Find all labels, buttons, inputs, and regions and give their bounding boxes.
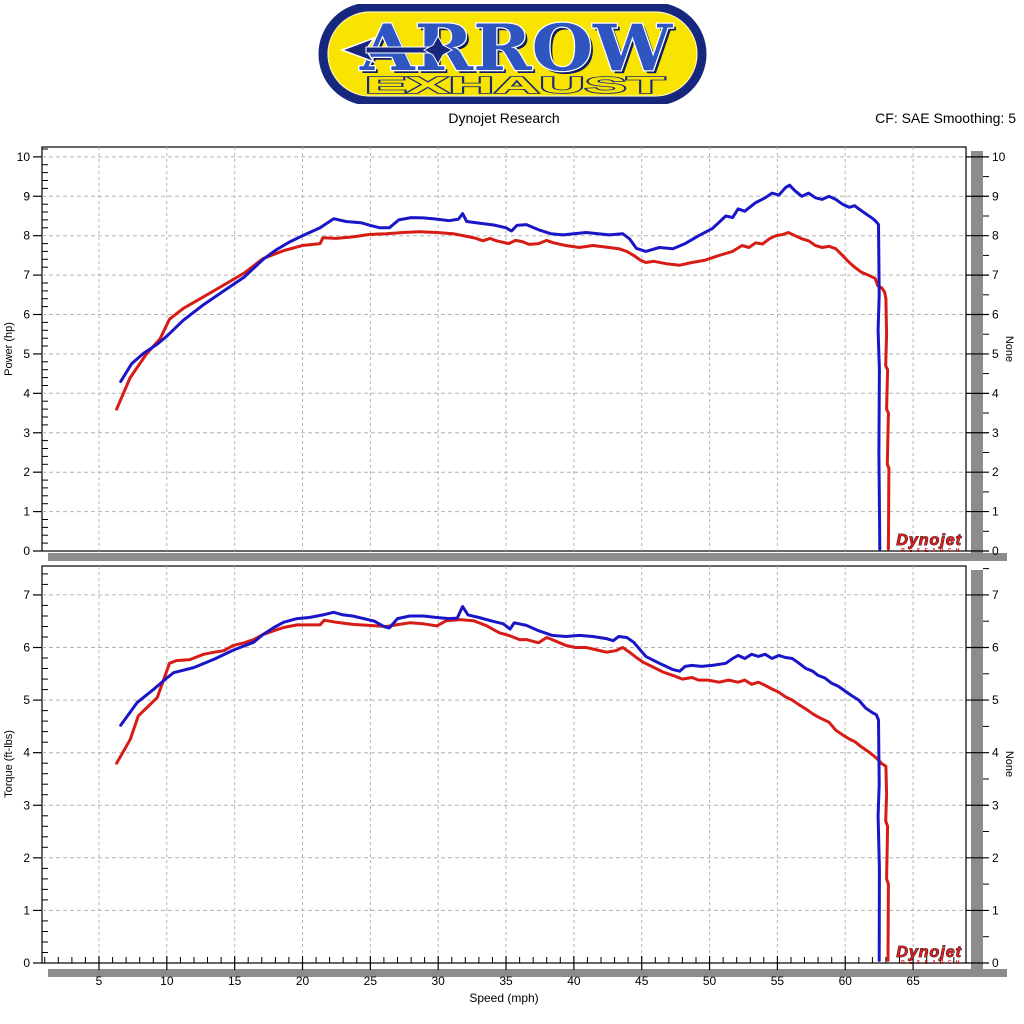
x-tick-label: 40 xyxy=(567,974,581,988)
dynojet-watermark-name: Dynojet xyxy=(896,944,962,961)
torque-curves xyxy=(115,605,890,962)
plot-border xyxy=(41,146,967,552)
dynojet-watermark-sub: R E S E A R C H xyxy=(901,548,961,554)
dynojet-watermark-sub: R E S E A R C H xyxy=(901,960,961,966)
x-tick-label: 10 xyxy=(160,974,174,988)
x-tick-label: 50 xyxy=(703,974,717,988)
logo-oval xyxy=(318,4,707,104)
report-title: Dynojet Research xyxy=(448,110,560,126)
y-tick-label: 2 xyxy=(23,851,30,865)
power-y-axis-title: Power (hp) xyxy=(3,322,15,376)
y-tick-label: 0 xyxy=(23,544,30,558)
y-tick-label: 7 xyxy=(23,588,30,602)
x-tick-label: 60 xyxy=(839,974,853,988)
y-right-tick-label: 3 xyxy=(992,798,999,812)
y-right-tick-label: 6 xyxy=(992,641,999,655)
x-axis-title: Speed (mph) xyxy=(469,991,538,1005)
y-right-tick-label: 5 xyxy=(992,693,999,707)
y-tick-label: 5 xyxy=(23,347,30,361)
x-tick-label: 55 xyxy=(771,974,785,988)
power-curve-blue-run xyxy=(119,183,882,551)
plot-border xyxy=(41,565,967,964)
y-right-tick-label: 2 xyxy=(992,465,999,479)
y-tick-label: 2 xyxy=(23,465,30,479)
logo-subword: EXHAUST xyxy=(365,72,665,98)
y-right-tick-label: 10 xyxy=(992,150,1006,164)
y-right-tick-label: 6 xyxy=(992,308,999,322)
y-tick-label: 0 xyxy=(23,956,30,970)
power-curves xyxy=(115,183,891,551)
power-chart: 0 1 2 3 4 5 6 7 8 9 10 0 1 2 3 4 5 6 7 8 9 10 Dynojet R E S E… xyxy=(3,146,1015,561)
y-tick-label: 9 xyxy=(23,189,30,203)
y-right-tick-label: 8 xyxy=(992,229,999,243)
y-tick-label: 6 xyxy=(23,641,30,655)
y-tick-label: 1 xyxy=(23,505,30,519)
power-right-axis-title: None xyxy=(1003,336,1015,362)
x-tick-label: 45 xyxy=(635,974,649,988)
power-curve-red-run xyxy=(115,230,891,551)
y-right-tick-label: 1 xyxy=(992,903,999,917)
x-tick-label: 20 xyxy=(296,974,310,988)
y-right-tick-label: 1 xyxy=(992,505,999,519)
y-right-tick-label: 4 xyxy=(992,746,999,760)
y-tick-label: 4 xyxy=(23,386,30,400)
y-tick-label: 5 xyxy=(23,693,30,707)
y-right-tick-label: 7 xyxy=(992,588,999,602)
y-right-tick-label: 0 xyxy=(992,544,999,558)
logo-word: ARROW xyxy=(359,11,673,86)
torque-curve-blue-run xyxy=(119,605,881,962)
y-tick-label: 10 xyxy=(17,150,31,164)
y-right-tick-label: 0 xyxy=(992,956,999,970)
horizontal-scrollbar[interactable] xyxy=(48,969,1007,977)
y-right-tick-label: 9 xyxy=(992,189,999,203)
torque-curve-red-run xyxy=(115,618,890,962)
x-tick-label: 30 xyxy=(432,974,446,988)
y-right-tick-label: 3 xyxy=(992,426,999,440)
y-tick-label: 8 xyxy=(23,229,30,243)
dynojet-watermark: Dynojet R E S E A R C H xyxy=(896,532,962,554)
power-chart-axes: 0 1 2 3 4 5 6 7 8 9 10 0 1 2 3 4 5 6 7 8 9 10 xyxy=(17,146,1007,561)
x-tick-label: 15 xyxy=(228,974,242,988)
y-tick-label: 3 xyxy=(23,798,30,812)
dynojet-watermark-name: Dynojet xyxy=(896,532,962,549)
logo-arrow-icon xyxy=(339,34,454,66)
logo-oval-highlight xyxy=(327,11,698,97)
y-right-tick-label: 7 xyxy=(992,268,999,282)
cf-smoothing-label: CF: SAE Smoothing: 5 xyxy=(875,110,1016,126)
x-tick-label: 5 xyxy=(96,974,103,988)
y-tick-label: 6 xyxy=(23,308,30,322)
torque-y-axis-title: Torque (ft-lbs) xyxy=(3,730,15,798)
x-tick-label: 25 xyxy=(364,974,378,988)
torque-right-axis-title: None xyxy=(1003,751,1015,777)
vertical-scrollbar[interactable] xyxy=(971,151,983,559)
arrow-exhaust-logo: ARROW ARROW EXHAUST xyxy=(318,4,707,104)
dynojet-watermark: Dynojet R E S E A R C H xyxy=(896,944,962,966)
y-tick-label: 3 xyxy=(23,426,30,440)
y-tick-label: 1 xyxy=(23,903,30,917)
vertical-scrollbar[interactable] xyxy=(971,570,983,971)
x-tick-label: 65 xyxy=(906,974,920,988)
y-tick-label: 4 xyxy=(23,746,30,760)
x-tick-label: 35 xyxy=(499,974,513,988)
y-tick-label: 7 xyxy=(23,268,30,282)
y-right-tick-label: 2 xyxy=(992,851,999,865)
y-right-tick-label: 5 xyxy=(992,347,999,361)
y-right-tick-label: 4 xyxy=(992,386,999,400)
horizontal-scrollbar[interactable] xyxy=(48,553,1007,561)
